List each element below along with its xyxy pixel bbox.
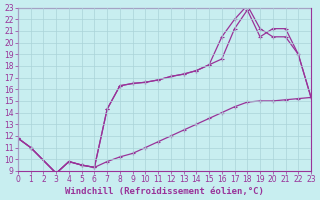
- X-axis label: Windchill (Refroidissement éolien,°C): Windchill (Refroidissement éolien,°C): [65, 187, 264, 196]
